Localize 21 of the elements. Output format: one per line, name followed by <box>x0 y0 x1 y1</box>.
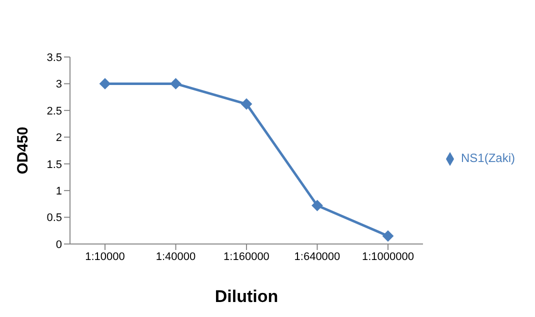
y-tick-label: 3.5 <box>46 52 62 64</box>
y-tick-label: 1.5 <box>46 158 62 171</box>
x-tick-label: 1:160000 <box>224 250 270 263</box>
x-tick-label: 1:40000 <box>156 250 196 263</box>
x-tick-label: 1:1000000 <box>362 250 414 263</box>
y-tick-label: 2.5 <box>46 105 62 118</box>
legend-label: NS1(Zaki) <box>460 151 515 166</box>
x-tick-label: 1:10000 <box>85 250 125 263</box>
point <box>240 98 252 110</box>
x-axis-title: Dilution <box>214 287 278 306</box>
x-tick-label: 1:640000 <box>294 250 340 263</box>
point <box>100 78 110 90</box>
point <box>382 230 394 242</box>
point <box>312 200 323 212</box>
y-tick-label: 0.5 <box>46 212 62 224</box>
y-axis-title: OD450 <box>14 126 32 174</box>
y-tick-label: 0 <box>56 238 62 251</box>
y-tick-label: 3 <box>56 78 62 91</box>
y-tick-label: 2 <box>56 132 62 144</box>
point <box>170 78 182 90</box>
y-tick-label: 1 <box>56 185 62 198</box>
